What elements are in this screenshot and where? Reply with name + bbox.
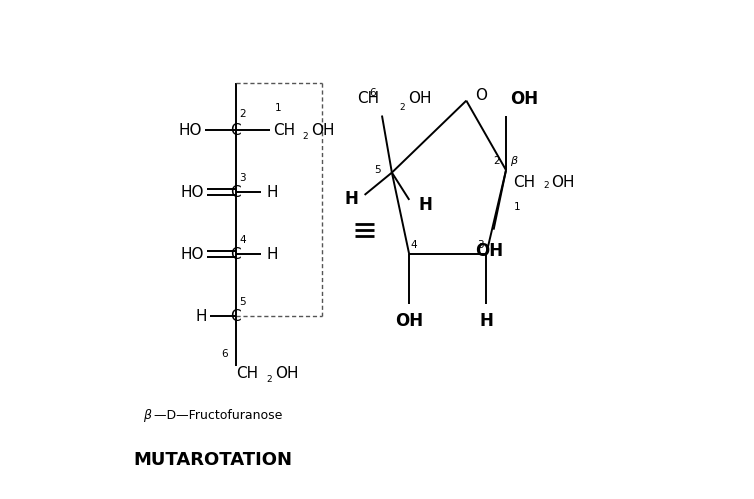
Text: OH: OH: [510, 90, 538, 108]
Text: β: β: [143, 409, 151, 422]
Text: 2: 2: [302, 132, 308, 141]
Text: 6: 6: [222, 349, 228, 359]
Text: MUTAROTATION: MUTAROTATION: [133, 452, 293, 470]
Text: 2: 2: [400, 103, 405, 112]
Text: H: H: [266, 185, 277, 200]
Text: 5: 5: [374, 165, 381, 175]
Text: OH: OH: [550, 175, 575, 190]
Text: 2: 2: [240, 109, 246, 119]
Text: 2: 2: [493, 156, 500, 166]
Text: H: H: [196, 309, 207, 324]
Text: HO: HO: [181, 185, 204, 200]
Text: β: β: [510, 156, 517, 166]
Text: —D—Fructofuranose: —D—Fructofuranose: [150, 409, 282, 422]
Text: OH: OH: [274, 366, 299, 381]
Text: 1: 1: [275, 103, 282, 113]
Text: C: C: [230, 185, 241, 200]
Text: H: H: [266, 247, 277, 262]
Text: HO: HO: [181, 247, 204, 262]
Text: OH: OH: [408, 91, 431, 106]
Text: 3: 3: [477, 240, 483, 250]
Text: CH: CH: [357, 91, 379, 106]
Text: C: C: [230, 247, 241, 262]
Text: H: H: [480, 311, 493, 329]
Text: 1: 1: [513, 203, 520, 213]
Text: H: H: [418, 196, 432, 214]
Text: O: O: [475, 88, 487, 103]
Text: C: C: [230, 123, 241, 138]
Text: 3: 3: [240, 173, 246, 183]
Text: OH: OH: [395, 311, 423, 329]
Text: OH: OH: [476, 242, 504, 260]
Text: 6: 6: [369, 88, 376, 98]
Text: CH: CH: [273, 123, 295, 138]
Text: 4: 4: [411, 240, 418, 250]
Text: 4: 4: [240, 235, 246, 245]
Text: CH: CH: [237, 366, 259, 381]
Text: OH: OH: [311, 123, 335, 138]
Text: 5: 5: [240, 296, 246, 306]
Text: C: C: [230, 309, 241, 324]
Text: H: H: [345, 190, 359, 208]
Text: HO: HO: [179, 123, 202, 138]
Text: CH: CH: [513, 175, 535, 190]
Text: 2: 2: [543, 181, 549, 190]
Text: 2: 2: [266, 375, 272, 384]
